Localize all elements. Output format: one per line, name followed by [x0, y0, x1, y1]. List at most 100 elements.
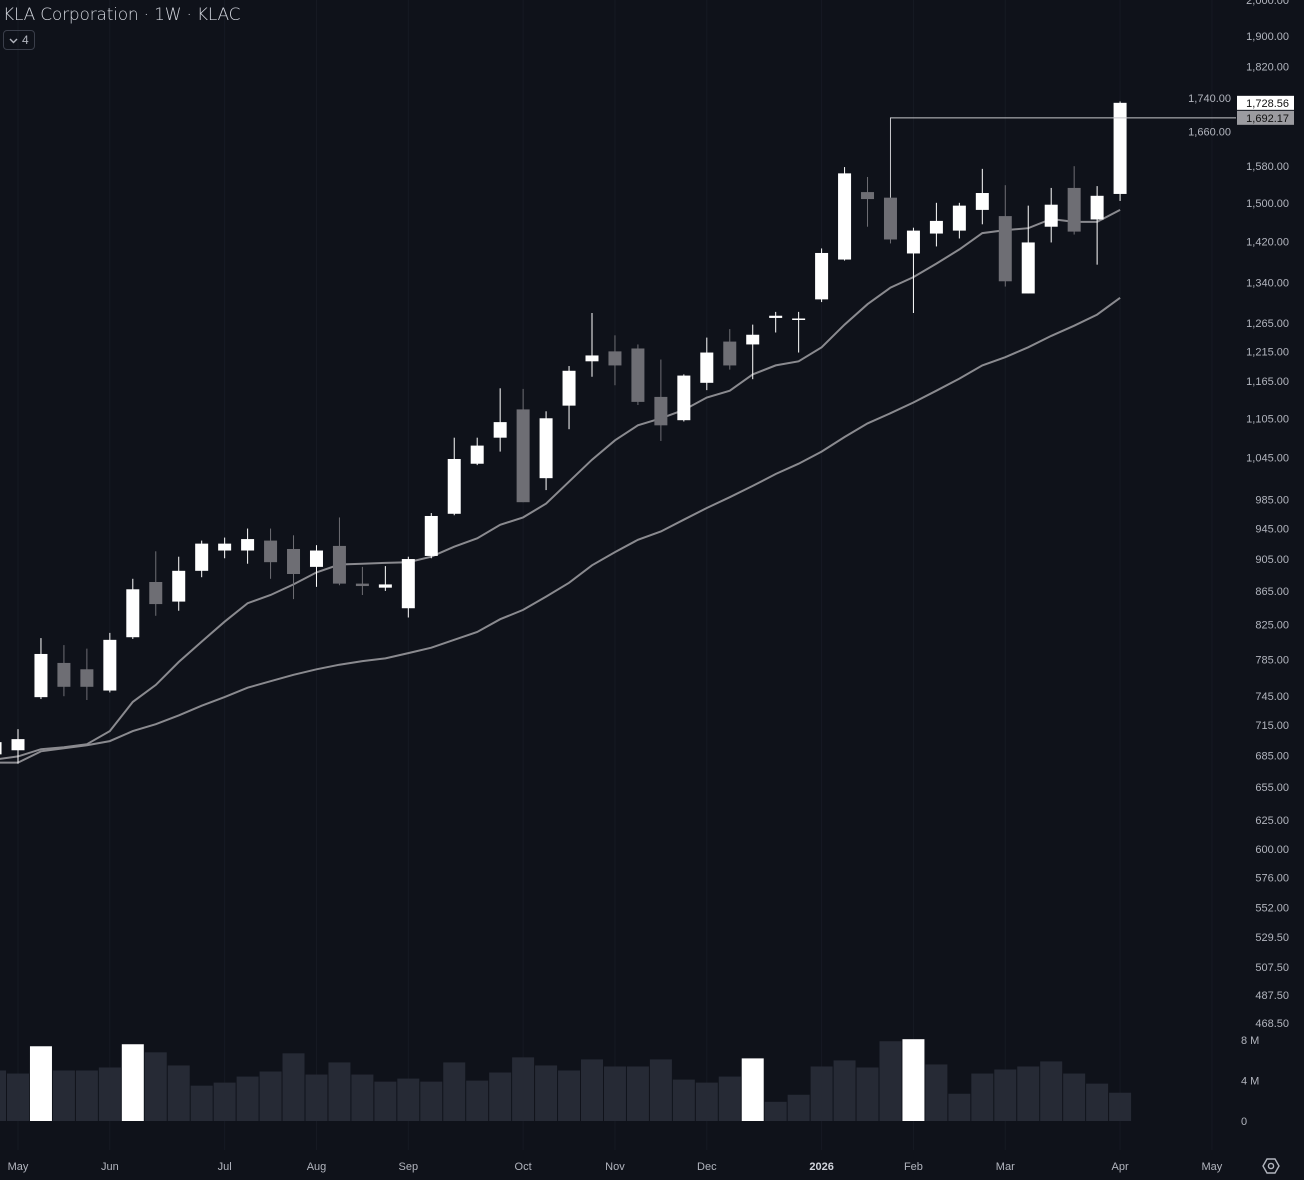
volume-bar — [121, 1044, 144, 1121]
candle-body — [149, 582, 163, 605]
volume-bar — [29, 1046, 52, 1121]
volume-bar — [833, 1060, 856, 1121]
candle — [401, 556, 415, 618]
candle — [1044, 187, 1058, 243]
volume-bar — [1040, 1061, 1063, 1121]
volume-bar — [741, 1058, 764, 1121]
y-tick-label: 625.00 — [1255, 815, 1289, 827]
candle — [861, 176, 875, 227]
candle-body — [929, 220, 943, 234]
candle — [700, 337, 714, 391]
y-tick-label: 529.50 — [1255, 932, 1289, 944]
volume-bar — [374, 1081, 397, 1121]
volume-bar — [787, 1094, 810, 1121]
y-tick-label: 1,265.00 — [1246, 318, 1289, 330]
candle-body — [264, 540, 278, 563]
candle-body — [677, 375, 691, 421]
volume-bar — [626, 1066, 649, 1121]
candle — [103, 632, 117, 693]
candle-body — [1113, 102, 1127, 194]
last-price-label: 1,728.56 — [1246, 98, 1289, 110]
candle-body — [1090, 195, 1104, 220]
candle-body — [654, 396, 668, 426]
candle-body — [1067, 187, 1081, 232]
candle-body — [401, 559, 415, 609]
x-tick-label: Dec — [697, 1161, 717, 1173]
candle — [838, 167, 852, 261]
x-tick-label: Nov — [605, 1161, 625, 1173]
indicators-count: 4 — [22, 33, 29, 47]
candle-body — [126, 589, 140, 638]
candle-body — [838, 173, 852, 260]
candle — [975, 168, 989, 225]
y-tick-label: 825.00 — [1255, 619, 1289, 631]
candle-body — [1021, 242, 1035, 294]
candle — [1021, 205, 1035, 294]
volume-bar — [0, 1070, 7, 1121]
y-tick-label: 1,580.00 — [1246, 161, 1289, 173]
volume-bar — [7, 1073, 29, 1121]
volume-bar — [1063, 1073, 1086, 1121]
candle — [34, 638, 48, 700]
volume-bar — [649, 1059, 672, 1121]
y-tick-label: 715.00 — [1255, 720, 1289, 732]
candle-body — [195, 543, 209, 571]
y-tick-label: 785.00 — [1255, 654, 1289, 666]
candle — [677, 374, 691, 422]
y-tick-label: 468.50 — [1255, 1018, 1289, 1030]
candle — [746, 324, 760, 380]
y-tick-label: 945.00 — [1255, 524, 1289, 536]
y-tick-label: 905.00 — [1255, 554, 1289, 566]
candle-body — [792, 318, 806, 320]
volume-bar — [52, 1070, 75, 1121]
last-price-label-bg — [1237, 95, 1294, 110]
candle-body — [700, 352, 714, 383]
volume-bar — [282, 1053, 305, 1121]
candle-body — [493, 422, 507, 438]
volume-bar — [489, 1072, 512, 1121]
volume-bar — [603, 1066, 626, 1121]
gear-icon[interactable] — [1262, 1157, 1280, 1175]
candle — [149, 551, 163, 616]
candle-body — [378, 584, 392, 588]
candle-body — [172, 570, 186, 602]
candle-body — [470, 445, 484, 464]
y-tick-label: 487.50 — [1255, 990, 1289, 1002]
candle — [195, 540, 209, 578]
candle — [516, 388, 530, 503]
x-tick-label: Aug — [307, 1161, 327, 1173]
volume-bar — [948, 1093, 971, 1121]
y-tick-label: 1,660.00 — [1188, 126, 1231, 138]
candle-body — [952, 205, 966, 231]
y-tick-label: 1,215.00 — [1246, 346, 1289, 358]
candle — [562, 366, 576, 430]
indicators-toggle-button[interactable]: 4 — [3, 30, 35, 50]
candle — [815, 248, 829, 303]
volume-bar — [535, 1065, 558, 1121]
candle-body — [103, 639, 117, 691]
volume-bar — [558, 1070, 581, 1121]
volume-bar — [994, 1069, 1017, 1121]
x-tick-label: May — [1202, 1161, 1223, 1173]
candle — [309, 545, 323, 587]
y-tick-label: 1,820.00 — [1246, 61, 1289, 73]
y-tick-label: 576.00 — [1255, 873, 1289, 885]
candle-body — [11, 739, 25, 751]
candle-body — [998, 216, 1012, 282]
price-line-label-bg — [1237, 110, 1294, 125]
candle — [0, 742, 2, 755]
candle-body — [309, 550, 323, 567]
y-tick-label: 1,420.00 — [1246, 236, 1289, 248]
volume-bar — [75, 1070, 98, 1121]
candle-body — [355, 583, 369, 587]
candle-body — [0, 742, 2, 755]
price-line-label: 1,692.17 — [1246, 113, 1289, 125]
candle-body — [883, 197, 897, 240]
candle-body — [80, 669, 94, 687]
candle-body — [723, 341, 737, 366]
candle-body — [631, 348, 645, 402]
candle-body — [769, 315, 783, 318]
y-tick-label: 865.00 — [1255, 586, 1289, 598]
candle-body — [746, 334, 760, 345]
